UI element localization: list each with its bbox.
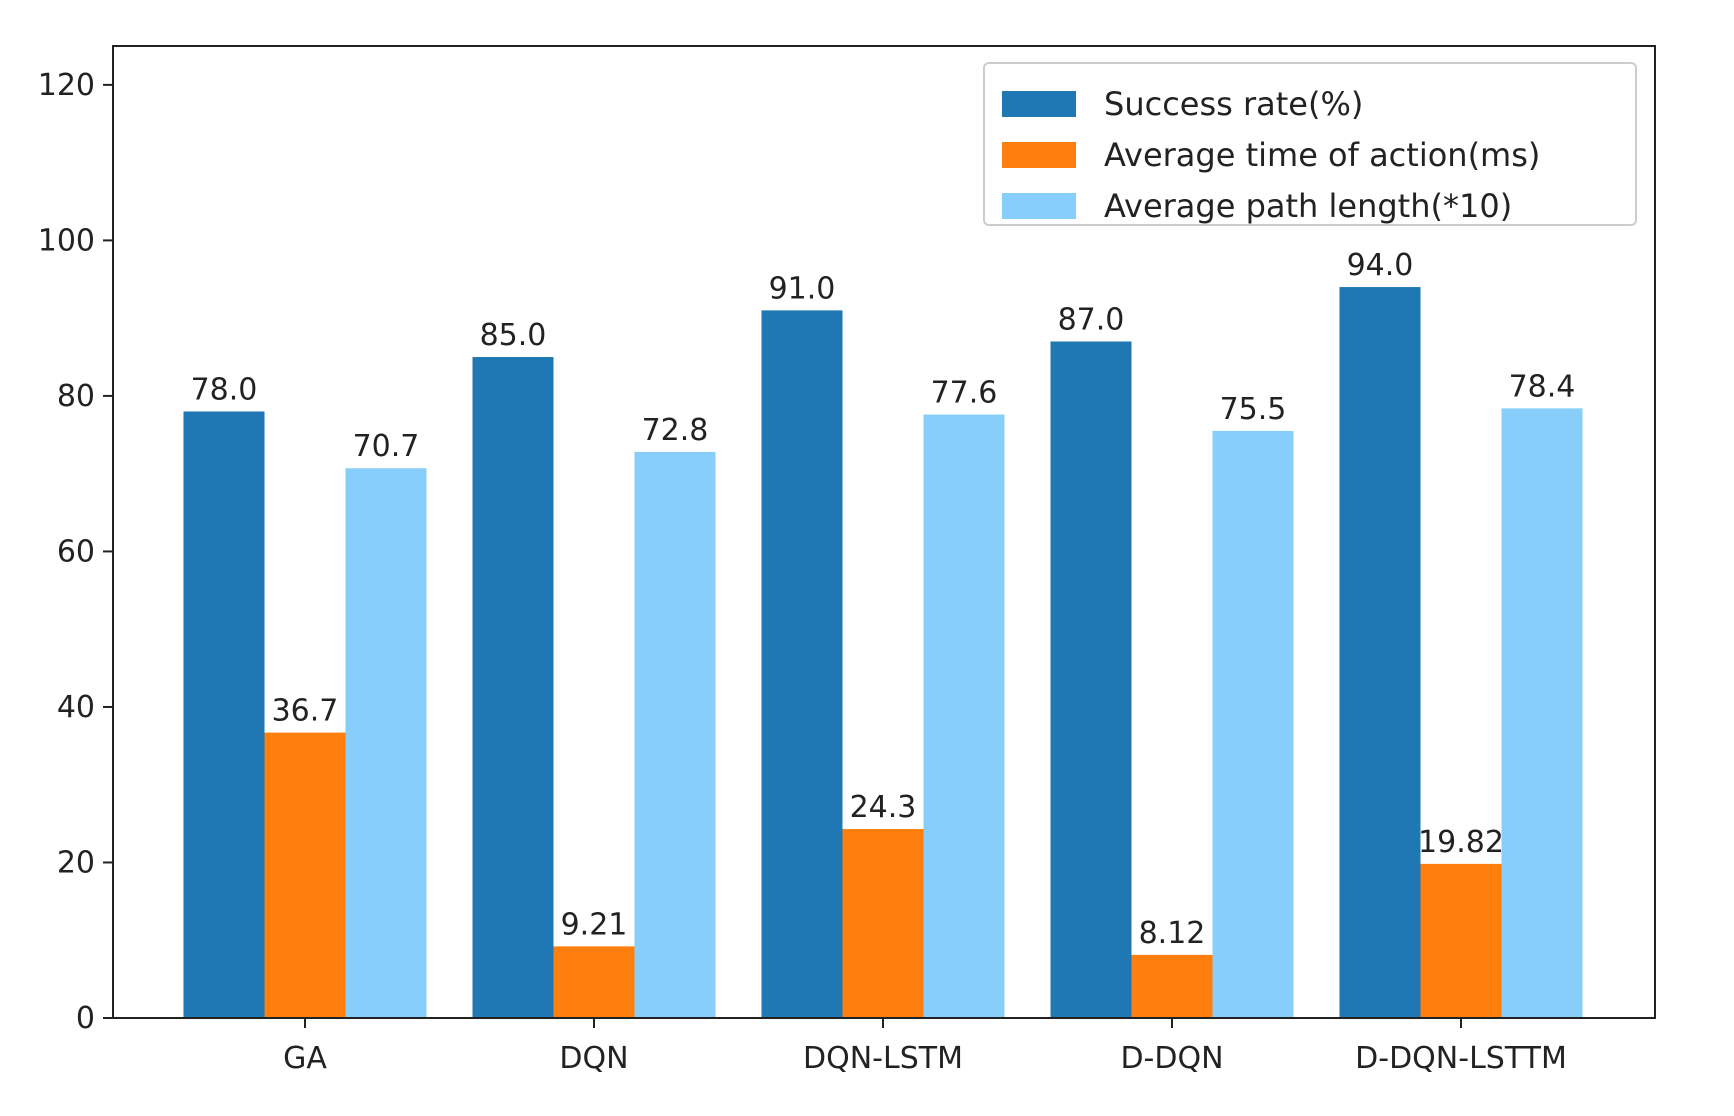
y-tick-label: 60: [57, 534, 95, 569]
x-axis: GA DQN DQN-LSTM D-DQN D-DQN-LSTTM: [283, 1018, 1567, 1076]
x-tick-label: GA: [283, 1041, 327, 1076]
bar-value-label: 94.0: [1347, 248, 1414, 283]
bar: [472, 357, 554, 1018]
bar-value-label: 77.6: [931, 376, 998, 411]
x-tick-label: DQN: [559, 1041, 628, 1076]
plot-frame: [112, 45, 1656, 1019]
bar: [345, 468, 427, 1018]
bar: [1131, 954, 1213, 1018]
legend-box: [983, 62, 1637, 226]
x-tick-label: D-DQN: [1120, 1041, 1223, 1076]
y-tick-label: 20: [57, 845, 95, 880]
bar: [1212, 430, 1294, 1018]
bar-value-label: 78.0: [191, 372, 258, 407]
bar: [264, 732, 346, 1018]
bar-value-label: 91.0: [769, 271, 836, 306]
bar: [842, 829, 924, 1018]
y-tick-label: 120: [38, 68, 95, 103]
bar: [1501, 408, 1583, 1019]
legend-swatch: [1002, 193, 1076, 219]
bar: [923, 414, 1005, 1018]
y-tick-label: 80: [57, 379, 95, 414]
bar: [1420, 863, 1502, 1018]
bars-layer: [183, 287, 1583, 1019]
bar: [761, 310, 843, 1018]
bar-value-label: 36.7: [272, 694, 339, 729]
legend-label: Success rate(%): [1104, 85, 1363, 123]
bar-value-label: 70.7: [353, 429, 420, 464]
bar-labels-layer: 78.0 36.7 70.7 85.0 9.21 72.8 91.0 24.3 77.6 87.0…: [191, 248, 1576, 951]
bar: [553, 946, 635, 1018]
y-tick-label: 100: [38, 223, 95, 258]
bar-value-label: 9.21: [561, 907, 628, 942]
bar: [1050, 341, 1132, 1018]
legend: Success rate(%) Average time of action(ms…: [983, 62, 1637, 226]
bar-value-label: 72.8: [642, 413, 709, 448]
y-tick-label: 40: [57, 690, 95, 725]
legend-label: Average path length(*10): [1104, 187, 1512, 225]
bar-value-label: 85.0: [480, 318, 547, 353]
bar: [183, 411, 265, 1018]
bar-value-label: 19.82: [1418, 825, 1504, 860]
bar: [1339, 287, 1421, 1018]
bar-value-label: 87.0: [1058, 302, 1125, 337]
legend-swatch: [1002, 91, 1076, 117]
y-axis: 0 20 40 60 80 100 120: [38, 68, 113, 1036]
legend-label: Average time of action(ms): [1104, 136, 1540, 174]
x-tick-label: DQN-LSTM: [803, 1041, 963, 1076]
bar-value-label: 78.4: [1509, 369, 1576, 404]
x-tick-label: D-DQN-LSTTM: [1355, 1041, 1567, 1076]
legend-swatch: [1002, 142, 1076, 168]
bar: [634, 451, 716, 1018]
y-tick-label: 0: [76, 1001, 95, 1036]
bar-value-label: 75.5: [1220, 392, 1287, 427]
bar-value-label: 24.3: [850, 790, 917, 825]
bar-value-label: 8.12: [1139, 916, 1206, 951]
